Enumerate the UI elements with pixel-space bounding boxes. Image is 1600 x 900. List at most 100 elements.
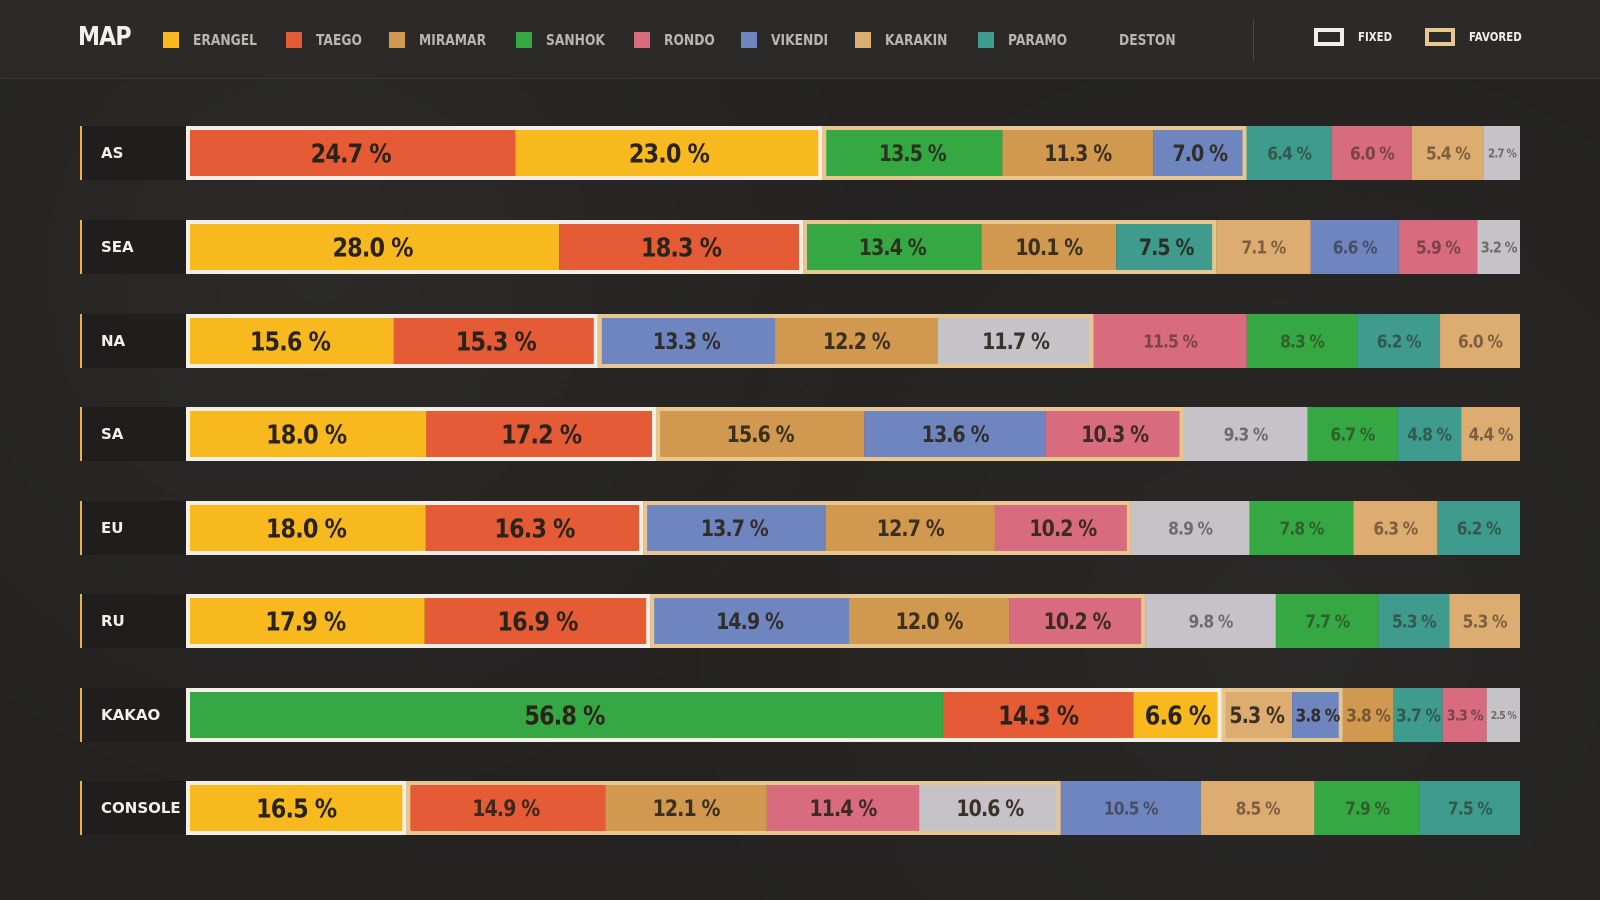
fixed-key: FIXED: [1314, 28, 1398, 46]
legend-divider: [1253, 20, 1254, 60]
segment-deston: [1477, 220, 1520, 274]
segment-erangel: [186, 407, 427, 461]
segment-erangel: [515, 126, 823, 180]
region-label-bg: [80, 501, 186, 555]
region-row-sa: SA 18.0 % 17.2 % 15.6 % 13.6 % 10.3 % 9.3 % 6.7…: [80, 407, 1520, 461]
segment-vikendi: [1060, 781, 1201, 835]
segment-label-erangel: 23.0 %: [629, 138, 710, 169]
segment-erangel: [186, 781, 407, 835]
segment-label-paramo: 3.7 %: [1396, 704, 1441, 725]
segment-label-paramo: 6.2 %: [1457, 517, 1502, 538]
segment-label-taego: 16.9 %: [497, 606, 578, 637]
legend-swatch-vikendi: [741, 32, 757, 48]
region-label: KAKAO: [101, 706, 160, 724]
segment-label-deston: 11.7 %: [982, 329, 1049, 355]
segment-vikendi: [643, 501, 826, 555]
fixed-group-border: [186, 688, 1222, 742]
segment-miramar: [656, 407, 865, 461]
legend-label-taego: TAEGO: [316, 31, 362, 49]
segment-rondo: [1331, 126, 1412, 180]
favored-group-border: [643, 501, 1131, 555]
segment-erangel: [1133, 688, 1222, 742]
segment-erangel: [186, 501, 426, 555]
fixed-group-border: [186, 781, 407, 835]
segment-rondo: [766, 781, 920, 835]
segment-karakin: [1200, 781, 1315, 835]
segment-taego: [424, 594, 651, 648]
segment-label-rondo: 5.9 %: [1416, 236, 1461, 257]
segment-sanhok: [822, 126, 1003, 180]
region-label-bg: [80, 781, 186, 835]
segment-miramar: [848, 594, 1010, 648]
legend-swatch-sanhok: [516, 32, 532, 48]
segment-label-taego: 14.9 %: [472, 796, 539, 822]
region-label: AS: [101, 144, 123, 162]
legend-label-karakin: KARAKIN: [885, 31, 948, 49]
region-row-ru: RU 17.9 % 16.9 % 14.9 % 12.0 % 10.2 % 9.8 % 7.7…: [80, 594, 1520, 648]
segment-label-vikendi: 13.7 %: [701, 516, 768, 542]
segment-label-deston: 9.3 %: [1224, 423, 1269, 444]
fixed-group-border: [186, 594, 651, 648]
region-label: RU: [101, 612, 125, 630]
segment-label-karakin: 5.3 %: [1229, 703, 1284, 729]
segment-label-miramar: 12.1 %: [653, 796, 720, 822]
legend-label-paramo: PARAMO: [1008, 31, 1068, 49]
segment-label-paramo: 5.3 %: [1392, 610, 1437, 631]
region-row-kakao: KAKAO 56.8 % 14.3 % 6.6 % 5.3 % 3.8 % 3.8 % 3.7…: [80, 688, 1520, 742]
region-label: EU: [101, 519, 123, 537]
segment-label-vikendi: 3.8 %: [1295, 704, 1340, 725]
segment-label-paramo: 7.5 %: [1448, 797, 1493, 818]
segment-label-erangel: 28.0 %: [332, 232, 413, 263]
segment-label-taego: 18.3 %: [641, 232, 722, 263]
segment-sanhok: [1275, 594, 1379, 648]
region-accent-bar: [80, 688, 82, 742]
segment-label-miramar: 12.0 %: [896, 609, 963, 635]
segment-label-miramar: 11.3 %: [1044, 141, 1111, 167]
segment-label-sanhok: 8.3 %: [1280, 330, 1325, 351]
segment-taego: [942, 688, 1134, 742]
segment-sanhok: [186, 688, 943, 742]
segment-label-karakin: 4.4 %: [1469, 423, 1514, 444]
favored-key: FAVORED: [1425, 28, 1531, 46]
segment-label-taego: 14.3 %: [998, 700, 1079, 731]
map-legend: ERANGEL TAEGO MIRAMAR SANHOK RONDO VIKENDI KAR…: [163, 28, 1185, 52]
legend-label-rondo: RONDO: [664, 31, 715, 49]
segment-miramar: [1342, 688, 1394, 742]
segment-label-erangel: 16.5 %: [256, 793, 337, 824]
segment-label-miramar: 12.2 %: [823, 329, 890, 355]
segment-label-sanhok: 13.4 %: [859, 235, 926, 261]
segment-paramo: [1397, 407, 1462, 461]
segment-label-miramar: 3.8 %: [1346, 704, 1391, 725]
region-label: NA: [101, 332, 126, 350]
legend-label-deston: DESTON: [1119, 31, 1176, 49]
segment-taego: [186, 126, 516, 180]
legend-item-erangel: ERANGEL: [163, 28, 286, 52]
segment-karakin: [1221, 688, 1293, 742]
segment-label-miramar: 12.7 %: [877, 516, 944, 542]
segment-label-sanhok: 13.5 %: [879, 141, 946, 167]
region-label-bg: [80, 594, 186, 648]
segment-vikendi: [1153, 126, 1247, 180]
segment-label-rondo: 3.3 %: [1447, 708, 1484, 725]
segment-rondo: [994, 501, 1131, 555]
legend-item-deston: DESTON: [1105, 28, 1185, 52]
segment-deston: [919, 781, 1061, 835]
segment-paramo: [1116, 220, 1217, 274]
segment-label-vikendi: 10.5 %: [1104, 797, 1159, 818]
fixed-group-border: [186, 126, 823, 180]
segment-sanhok: [1314, 781, 1420, 835]
segment-label-vikendi: 13.6 %: [922, 422, 989, 448]
favored-group-border: [656, 407, 1184, 461]
segment-rondo: [1398, 220, 1478, 274]
segment-label-karakin: 5.3 %: [1463, 610, 1508, 631]
region-label: CONSOLE: [101, 799, 181, 817]
segment-label-taego: 15.3 %: [456, 326, 537, 357]
segment-label-sanhok: 56.8 %: [524, 700, 605, 731]
segment-label-erangel: 15.6 %: [250, 326, 331, 357]
segment-label-erangel: 17.9 %: [265, 606, 346, 637]
segment-rondo: [1045, 407, 1184, 461]
segment-label-deston: 8.9 %: [1168, 517, 1213, 538]
segment-sanhok: [1307, 407, 1398, 461]
segment-deston: [1486, 688, 1520, 742]
fixed-key-label: FIXED: [1358, 30, 1393, 44]
